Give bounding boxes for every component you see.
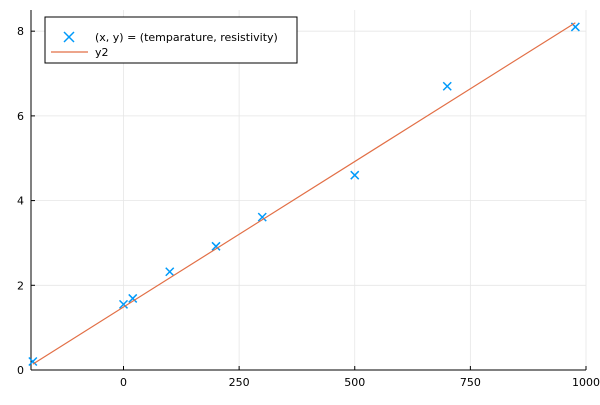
data-point xyxy=(211,241,221,251)
x-tick-label: 750 xyxy=(460,376,481,389)
legend-box xyxy=(44,16,298,64)
data-point xyxy=(165,267,175,277)
x-tick-label: 500 xyxy=(344,376,365,389)
legend-label-series-1: (x, y) = (temparature, resistivity) xyxy=(95,31,278,44)
ticks: 0 250 500 750 1000 0 2 4 6 8 xyxy=(17,25,600,389)
y-tick-label: 8 xyxy=(17,25,24,38)
x-tick-label: 1000 xyxy=(572,376,600,389)
legend: (x, y) = (temparature, resistivity) y2 xyxy=(44,16,298,64)
series-line-y2 xyxy=(32,22,576,365)
data-point xyxy=(442,81,452,91)
data-point xyxy=(350,170,360,180)
y-tick-label: 0 xyxy=(17,364,24,377)
legend-label-series-2: y2 xyxy=(95,46,109,59)
legend-marker-icon xyxy=(63,31,75,43)
x-tick-label: 250 xyxy=(229,376,250,389)
y-tick-label: 6 xyxy=(17,110,24,123)
data-point xyxy=(128,293,138,303)
y-tick-label: 2 xyxy=(17,279,24,292)
data-point xyxy=(28,356,38,367)
y-tick-label: 4 xyxy=(17,195,24,208)
plot-area xyxy=(28,22,580,367)
x-tick-label: 0 xyxy=(120,376,127,389)
data-point xyxy=(257,212,267,222)
data-point xyxy=(118,299,129,309)
